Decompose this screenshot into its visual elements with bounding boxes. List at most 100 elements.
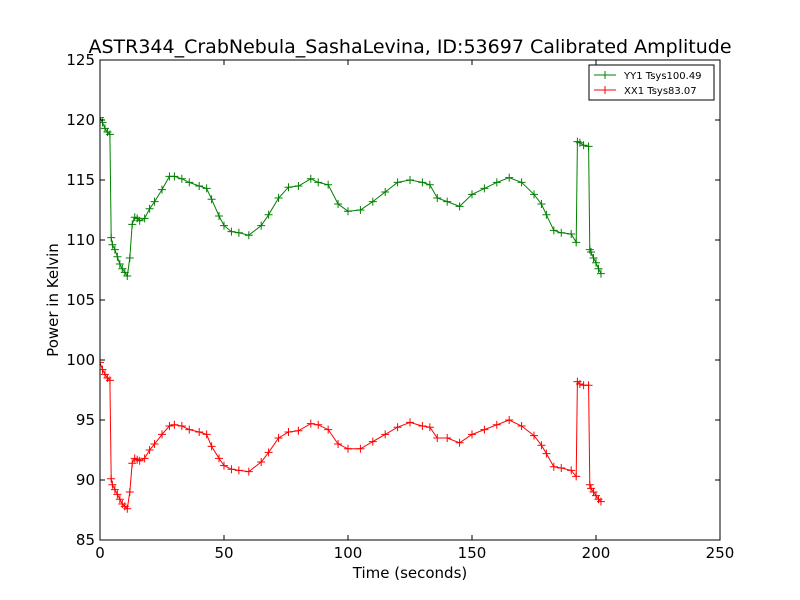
data-point (596, 269, 605, 278)
data-point (314, 178, 323, 187)
data-point (393, 178, 402, 187)
data-point (140, 454, 149, 463)
data-point (108, 480, 117, 489)
data-point (108, 240, 117, 249)
data-point (480, 425, 489, 434)
x-tick-label: 250 (706, 544, 735, 562)
data-point (530, 431, 538, 440)
data-point (557, 464, 566, 472)
y-tick-label: 115 (66, 171, 95, 189)
data-point (537, 200, 546, 208)
data-point (215, 212, 224, 220)
data-point (150, 440, 159, 448)
data-point (123, 272, 132, 280)
legend-marker (601, 86, 609, 94)
y-tick-label: 110 (66, 231, 95, 249)
data-point (549, 226, 558, 235)
data-point (433, 194, 442, 202)
data-point (585, 480, 594, 489)
data-point (244, 231, 253, 240)
legend-label: YY1 Tsys100.49 (623, 71, 702, 82)
data-point (381, 188, 390, 196)
data-point (257, 458, 266, 466)
data-point (594, 264, 603, 273)
data-point (227, 227, 236, 236)
data-point (165, 422, 174, 430)
data-point (542, 210, 551, 219)
data-point (567, 230, 576, 238)
y-axis-label: Power in Kelvin (44, 243, 62, 357)
data-point (150, 197, 159, 206)
data-point (368, 197, 377, 206)
data-point (572, 472, 581, 481)
data-point (195, 428, 204, 436)
data-point (113, 252, 122, 261)
data-point (557, 228, 566, 237)
data-point (433, 434, 442, 442)
data-point (368, 437, 377, 446)
data-point (105, 130, 114, 139)
data-point (264, 448, 273, 457)
series-layer (100, 113, 605, 513)
data-point (542, 449, 551, 458)
data-point (406, 176, 414, 184)
data-point (115, 495, 124, 504)
data-point (596, 497, 605, 506)
data-point (587, 248, 596, 256)
data-point (584, 142, 593, 151)
data-point (125, 254, 134, 262)
data-point (227, 465, 236, 474)
data-point (356, 206, 365, 214)
data-point (128, 459, 137, 468)
data-point (100, 113, 104, 122)
chart-title: ASTR344_CrabNebula_SashaLevina, ID:53697… (88, 36, 731, 58)
data-point (100, 365, 107, 374)
data-point (220, 461, 228, 470)
data-point (537, 441, 546, 450)
data-point (100, 358, 104, 367)
data-point (418, 422, 427, 430)
legend-box (588, 64, 715, 101)
data-point (113, 490, 122, 499)
data-point (468, 190, 476, 199)
data-point (185, 425, 194, 434)
x-tick-label: 50 (214, 544, 233, 562)
data-point (202, 184, 211, 193)
x-axis-label: Time (seconds) (352, 564, 468, 582)
data-point (393, 423, 402, 432)
y-axis: 85 90 95 100 105 110 115 120 125 (66, 51, 720, 549)
data-point (110, 485, 119, 494)
data-point (177, 174, 186, 183)
data-point (418, 178, 427, 187)
data-point (177, 422, 186, 430)
data-point (592, 258, 600, 267)
data-point (572, 238, 581, 247)
data-point (135, 216, 144, 225)
series-2 (100, 358, 605, 513)
data-point (517, 178, 526, 187)
x-tick-label: 0 (95, 544, 105, 562)
legend-label: XX1 Tsys83.07 (624, 86, 697, 97)
data-point (314, 420, 323, 429)
y-tick-label: 105 (66, 291, 95, 309)
data-point (406, 418, 414, 427)
data-point (455, 202, 464, 211)
data-point (480, 184, 489, 193)
series-line (100, 117, 602, 278)
legend-marker (601, 71, 609, 79)
data-point (158, 430, 166, 439)
data-point (505, 173, 514, 182)
data-point (425, 180, 434, 189)
data-point (195, 182, 204, 190)
data-point (344, 444, 352, 453)
data-point (344, 207, 352, 216)
data-point (170, 420, 179, 429)
data-point (145, 204, 154, 213)
data-point (110, 245, 119, 254)
data-point (140, 214, 149, 223)
data-point (324, 180, 333, 189)
data-point (202, 430, 211, 439)
x-axis: 0 50 100 150 200 250 (95, 60, 734, 562)
data-point (517, 422, 526, 430)
data-point (294, 182, 303, 190)
